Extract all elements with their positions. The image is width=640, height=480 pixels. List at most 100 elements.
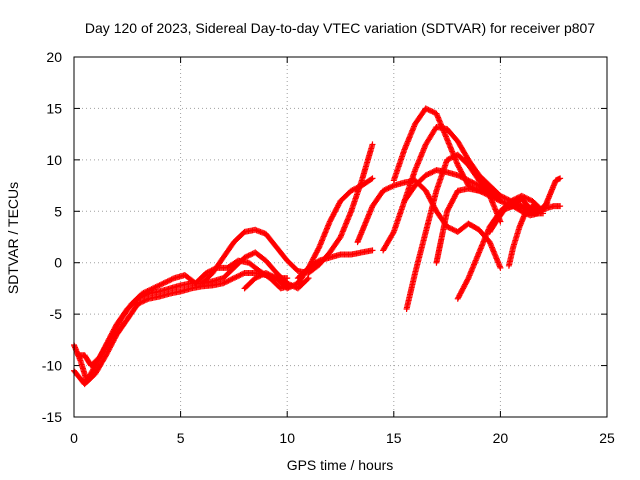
point-marker xyxy=(557,203,564,210)
point-marker xyxy=(445,224,452,231)
x-tick-label: 20 xyxy=(493,430,509,446)
point-marker xyxy=(229,275,236,282)
point-marker xyxy=(292,281,299,288)
point-marker xyxy=(481,190,488,197)
series-track-d xyxy=(198,141,376,287)
point-marker xyxy=(426,170,433,177)
point-marker xyxy=(305,275,312,282)
y-tick-label: -10 xyxy=(42,358,62,374)
point-marker xyxy=(390,230,397,237)
point-marker xyxy=(386,184,393,191)
point-marker xyxy=(157,281,164,288)
point-marker xyxy=(156,282,163,289)
point-marker xyxy=(134,300,141,307)
point-marker xyxy=(444,156,451,163)
point-marker xyxy=(489,194,496,201)
point-marker xyxy=(242,253,249,260)
point-marker xyxy=(385,185,392,192)
point-marker xyxy=(486,192,493,199)
point-marker xyxy=(497,264,504,271)
point-marker xyxy=(543,201,550,208)
point-marker xyxy=(204,269,211,276)
point-marker xyxy=(430,168,437,175)
point-marker xyxy=(140,298,147,305)
point-marker xyxy=(428,108,435,114)
point-marker xyxy=(232,274,239,281)
point-marker xyxy=(269,273,276,280)
point-marker xyxy=(203,270,210,276)
point-marker xyxy=(270,273,277,280)
point-marker xyxy=(136,300,143,307)
y-tick-label: 10 xyxy=(46,152,62,168)
point-marker xyxy=(473,181,480,188)
point-marker xyxy=(524,195,531,202)
point-marker xyxy=(161,279,168,286)
point-marker xyxy=(497,198,504,204)
point-marker xyxy=(350,186,357,193)
point-marker xyxy=(144,288,151,294)
point-marker xyxy=(449,226,456,233)
point-marker xyxy=(253,274,260,281)
point-marker xyxy=(446,155,453,162)
point-marker xyxy=(256,273,263,280)
point-marker xyxy=(220,280,227,287)
point-marker xyxy=(290,282,297,289)
point-marker xyxy=(140,289,147,296)
point-marker xyxy=(155,282,162,289)
point-marker xyxy=(494,196,501,203)
point-marker xyxy=(493,196,500,203)
point-marker xyxy=(498,198,505,205)
point-marker xyxy=(535,210,542,217)
data-points xyxy=(71,105,564,388)
point-marker xyxy=(142,297,149,303)
point-marker xyxy=(258,271,265,278)
x-tick-label: 5 xyxy=(177,430,185,446)
series-track-k xyxy=(403,151,504,312)
point-marker xyxy=(544,200,551,207)
point-marker xyxy=(520,203,527,210)
point-marker xyxy=(228,276,235,283)
point-marker xyxy=(445,156,452,163)
y-tick-label: 5 xyxy=(54,203,62,219)
point-marker xyxy=(450,153,457,160)
point-marker xyxy=(159,280,166,287)
point-marker xyxy=(501,194,508,201)
point-marker xyxy=(224,278,231,285)
point-marker xyxy=(141,297,148,304)
point-marker xyxy=(429,169,436,176)
point-marker xyxy=(165,277,172,284)
point-marker xyxy=(450,226,457,233)
point-marker xyxy=(288,283,295,290)
x-tick-label: 0 xyxy=(70,430,78,446)
point-marker xyxy=(147,286,154,293)
point-marker xyxy=(464,276,471,283)
point-marker xyxy=(222,279,229,285)
point-marker xyxy=(248,251,255,258)
point-marker xyxy=(424,106,431,113)
chart-title: Day 120 of 2023, Sidereal Day-to-day VTE… xyxy=(85,20,595,36)
point-marker xyxy=(148,286,155,293)
point-marker xyxy=(163,279,170,285)
point-marker xyxy=(500,194,507,201)
point-marker xyxy=(478,189,485,195)
point-marker xyxy=(492,195,499,202)
y-tick-label: 0 xyxy=(54,255,62,271)
point-marker xyxy=(490,194,497,201)
point-marker xyxy=(145,287,152,294)
point-marker xyxy=(160,280,167,287)
point-marker xyxy=(381,187,388,194)
y-tick-label: 15 xyxy=(46,100,62,116)
point-marker xyxy=(230,275,237,282)
point-marker xyxy=(504,196,511,203)
point-marker xyxy=(234,273,241,280)
point-marker xyxy=(430,109,437,116)
point-marker xyxy=(137,299,144,306)
point-marker xyxy=(369,141,376,148)
point-marker xyxy=(484,191,491,198)
y-tick-label: 20 xyxy=(46,49,62,65)
series-track-c xyxy=(75,257,295,369)
point-marker xyxy=(502,195,509,202)
point-marker xyxy=(454,172,461,179)
point-marker xyxy=(449,154,456,161)
